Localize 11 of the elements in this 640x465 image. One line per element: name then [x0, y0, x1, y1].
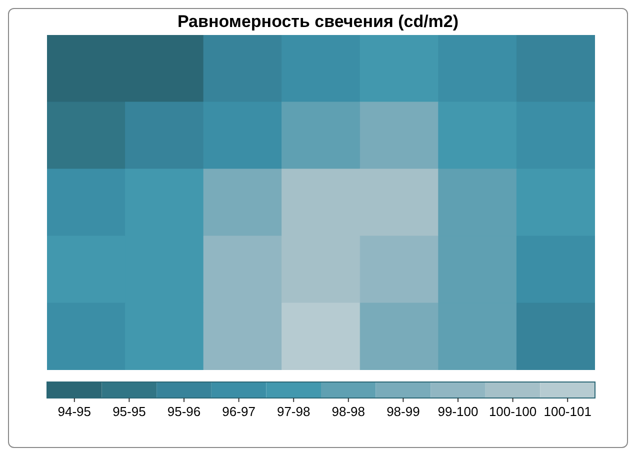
color-bar-label: 98-98 — [332, 404, 366, 419]
color-bar-label: 95-95 — [112, 404, 146, 419]
chart-title: Равномерность свечения (cd/m2) — [176, 11, 460, 33]
color-bar-label: 99-100 — [438, 404, 478, 419]
color-bar-label: 100-100 — [488, 404, 537, 419]
color-bar-label: 97-98 — [276, 404, 310, 419]
color-bar-label: 95-96 — [167, 404, 201, 419]
color-bar-label: 96-97 — [222, 404, 256, 419]
color-bar-label: 98-99 — [386, 404, 420, 419]
color-bar-label: 100-101 — [544, 404, 592, 419]
color-bar-label: 94-95 — [58, 404, 92, 419]
